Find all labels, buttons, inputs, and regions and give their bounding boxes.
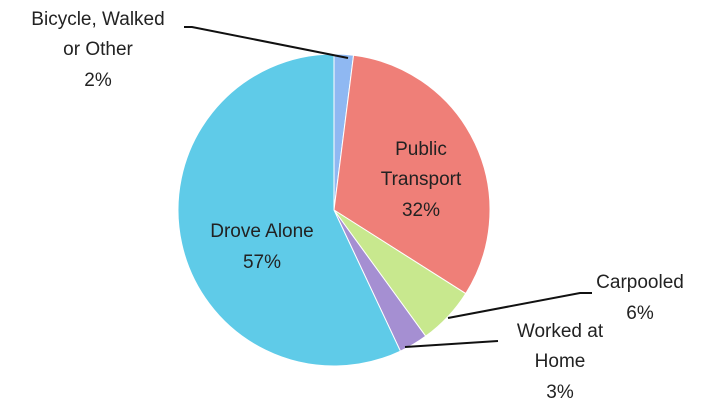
value-label: 6% xyxy=(626,303,654,324)
leader-line xyxy=(447,292,592,319)
label-line: or Other xyxy=(63,39,133,60)
pie-slice xyxy=(177,53,402,367)
pie-slice xyxy=(333,54,491,295)
label-line: Public xyxy=(395,139,447,160)
slice-label: Public Transport xyxy=(381,139,462,190)
label-line: Drove Alone xyxy=(210,221,314,242)
slice-label: Drove Alone xyxy=(210,221,314,242)
slice-label: Carpooled xyxy=(596,272,684,293)
leader-line xyxy=(184,26,349,59)
label-line: Transport xyxy=(381,169,462,190)
value-label: 57% xyxy=(243,252,281,273)
label-line: Bicycle, Walked xyxy=(31,9,164,30)
label-line: Home xyxy=(535,351,586,372)
value-label: 32% xyxy=(402,200,440,221)
leader-line xyxy=(404,340,499,348)
label-line: Carpooled xyxy=(596,272,684,293)
slice-label: Bicycle, Walked or Other xyxy=(31,9,164,60)
value-label: 2% xyxy=(84,70,112,91)
slice-label: Worked at Home xyxy=(517,321,604,372)
value-label: 3% xyxy=(546,382,574,403)
label-line: Worked at xyxy=(517,321,604,342)
